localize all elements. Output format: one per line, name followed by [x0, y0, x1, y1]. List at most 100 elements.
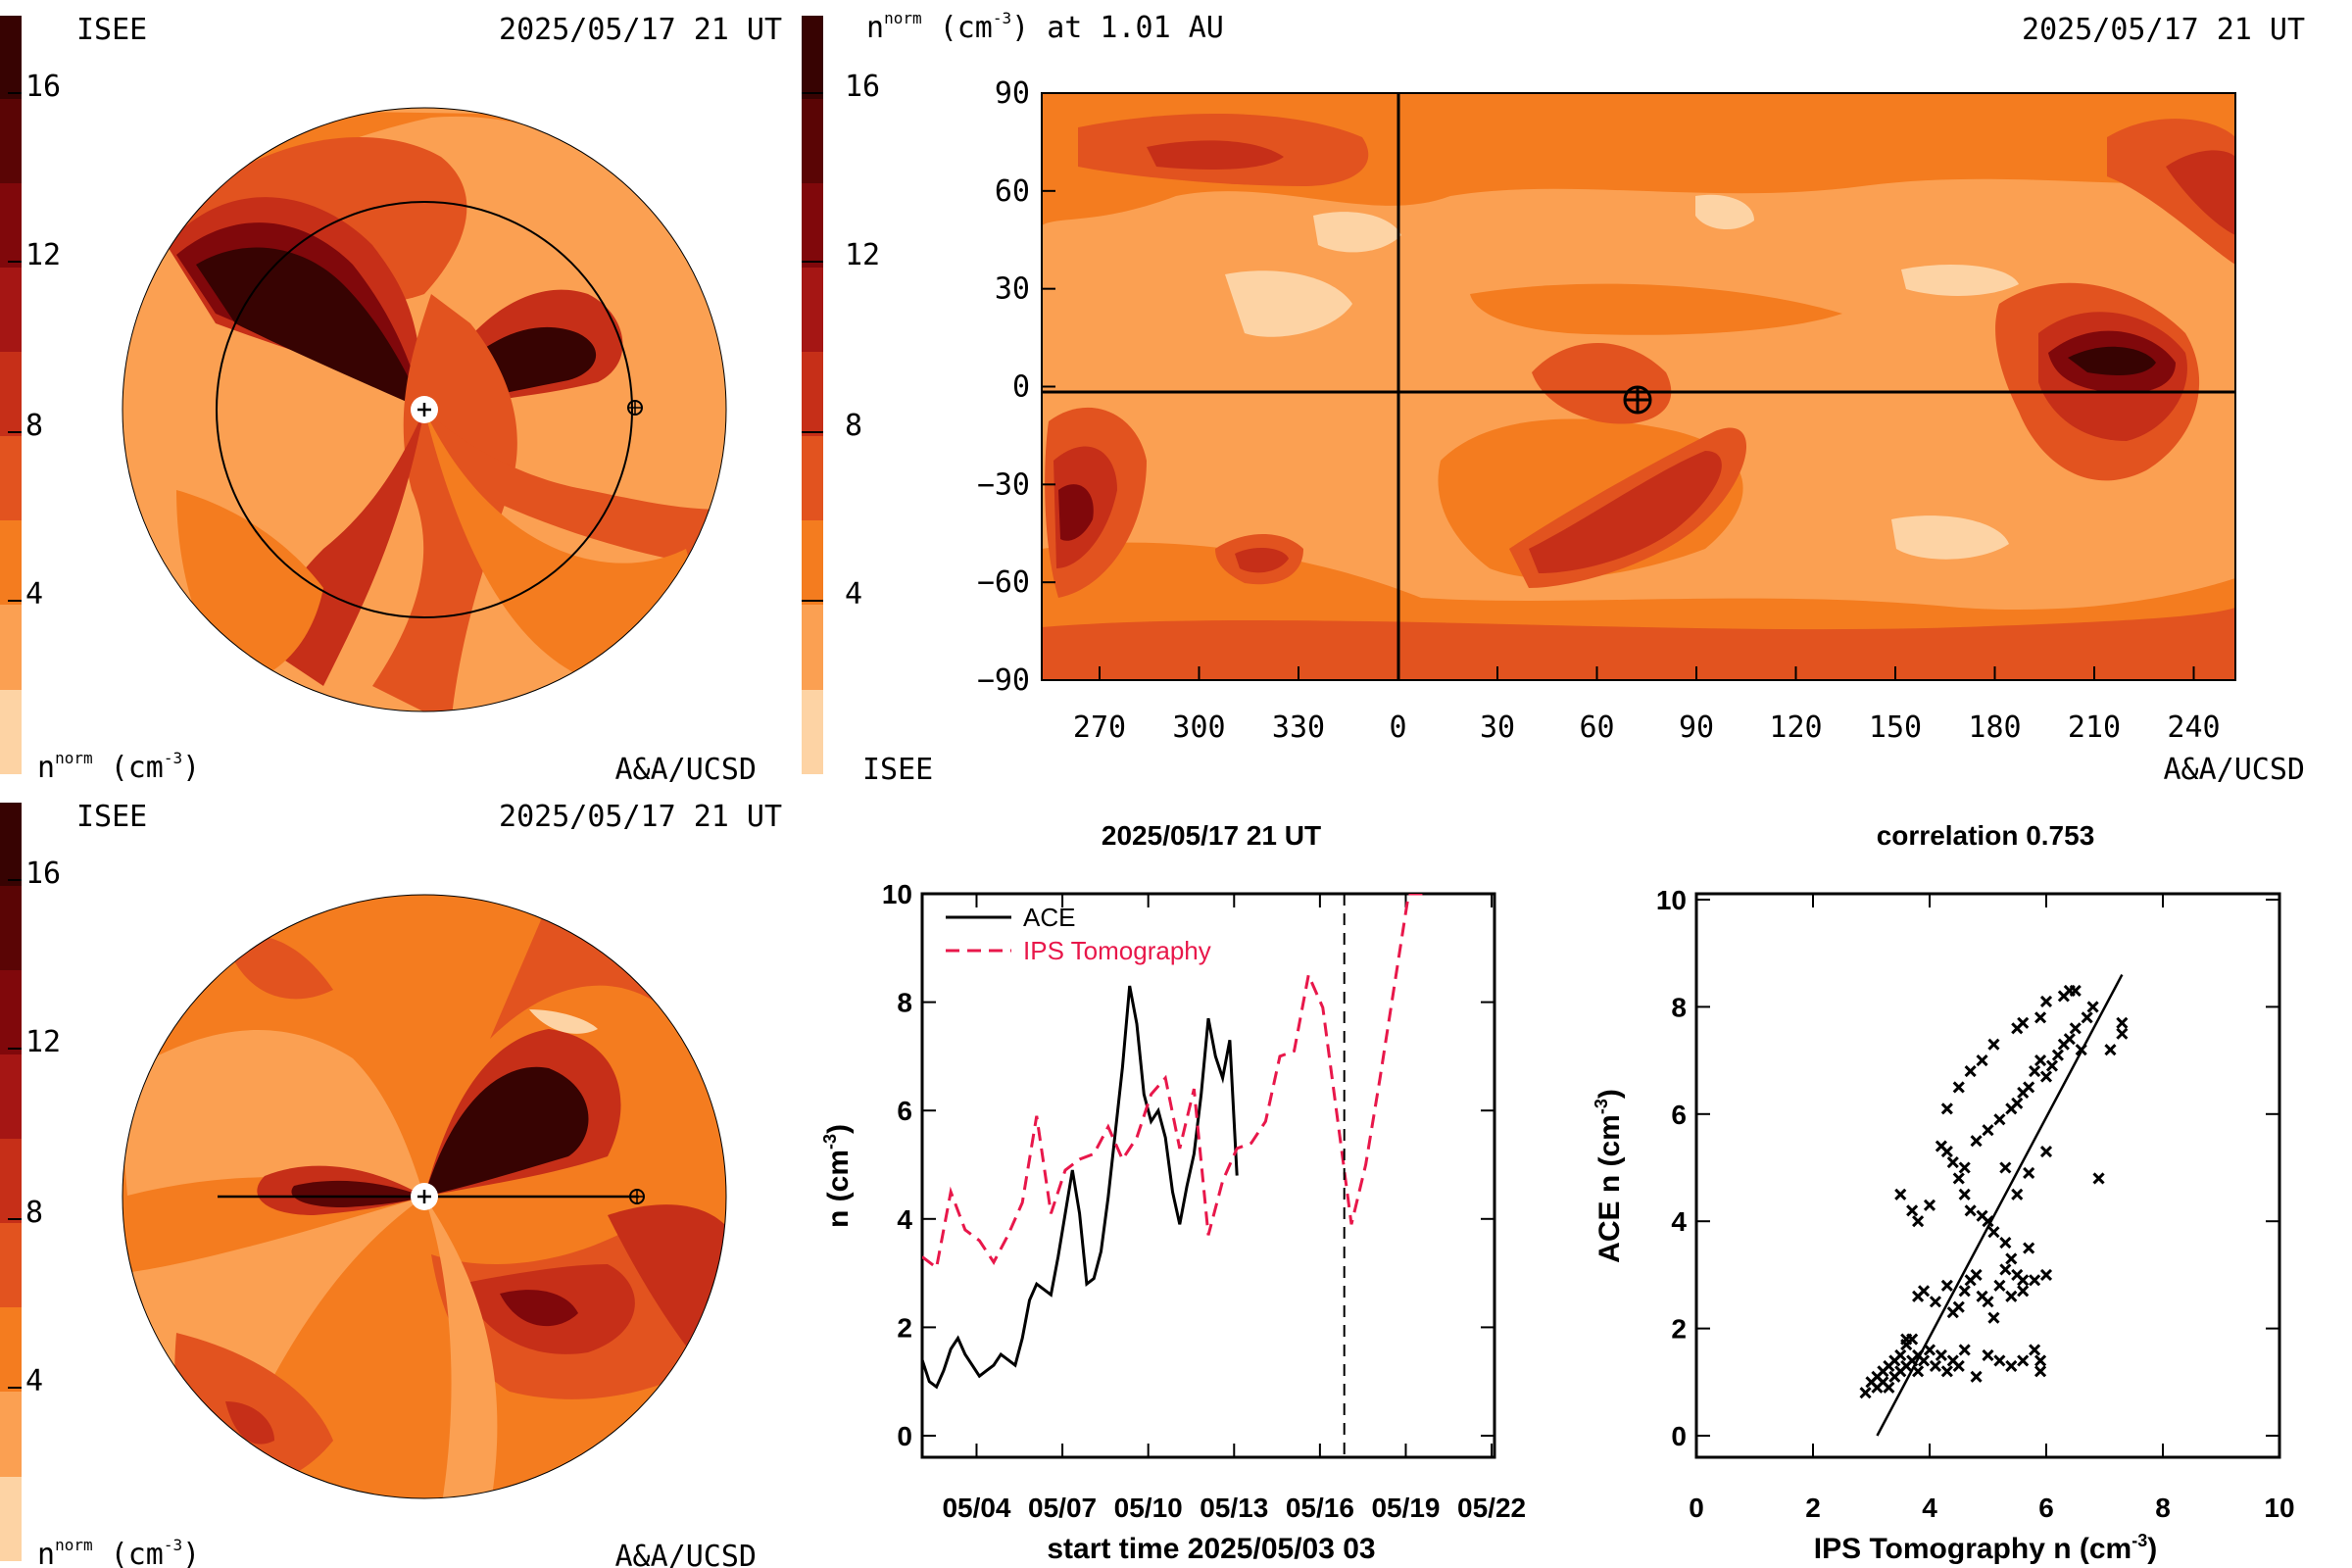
- scatter-point: [1859, 1387, 1872, 1399]
- source-label: ISEE: [76, 800, 147, 834]
- chart-title: correlation 0.753: [1877, 820, 2095, 851]
- map-title: nnorm (cm-3) at 1.01 AU: [866, 9, 1224, 45]
- y-tick-label: 0: [897, 1421, 912, 1451]
- x-tick-label: 05/04: [942, 1493, 1010, 1523]
- x-tick-label: 05/07: [1028, 1493, 1097, 1523]
- colorbar-tick-8: 8: [845, 409, 862, 443]
- scatter-point: [1993, 1354, 2006, 1367]
- scatter-point: [1923, 1199, 1936, 1211]
- scatter-point: [2039, 1268, 2053, 1281]
- units-label: nnorm (cm-3): [37, 1536, 200, 1568]
- scatter-point: [1999, 1237, 2012, 1250]
- scatter-point: [2086, 1001, 2099, 1013]
- scatter-point: [1900, 1333, 1913, 1346]
- lon-tick-label: 60: [1579, 710, 1614, 745]
- legend: ACE IPS Tomography: [946, 903, 1211, 965]
- units-label: nnorm (cm-3): [37, 749, 200, 785]
- lat-tick-label: −60: [977, 565, 1030, 600]
- scatter-point: [2069, 1022, 2082, 1035]
- sun-cross-icon: [417, 403, 431, 416]
- x-tick-label: 10: [2264, 1493, 2294, 1523]
- scatter-point: [1958, 1285, 1971, 1298]
- colorbar-tick-16: 16: [25, 857, 61, 891]
- scatter-point: [2029, 1344, 2041, 1356]
- disk-outline: [122, 894, 727, 1499]
- lon-tick-label: 300: [1172, 710, 1225, 745]
- scatter-point: [2057, 990, 2070, 1003]
- lat-tick-label: −90: [977, 663, 1030, 698]
- colorbar-tick-8: 8: [25, 409, 43, 443]
- credit-label: A&A/UCSD: [615, 753, 758, 787]
- lon-tick-label: 270: [1073, 710, 1126, 745]
- plot-frame: [1694, 892, 2281, 1459]
- panel-top-left: 4 8 12 16 ISEE 2025/05/17 21 UT: [0, 13, 782, 787]
- x-tick-label: 05/22: [1457, 1493, 1526, 1523]
- y-tick-label: 2: [1671, 1314, 1687, 1345]
- y-tick-label: 8: [897, 988, 912, 1018]
- scatter-point: [2063, 1033, 2076, 1046]
- y-tick-label: 0: [1671, 1421, 1687, 1451]
- scatter-point: [1952, 1081, 1965, 1094]
- scatter-point: [1946, 1155, 1959, 1169]
- lon-tick-label: 150: [1869, 710, 1922, 745]
- x-tick-label: 05/13: [1200, 1493, 1268, 1523]
- colorbar-tick-4: 4: [845, 577, 862, 612]
- scatter-point: [1940, 1365, 1953, 1378]
- scatter-point: [2029, 1274, 2041, 1287]
- y-axis-label: ACE n (cm-3): [1592, 1089, 1626, 1263]
- scatter-point: [2011, 1097, 2024, 1109]
- scatter-point: [2039, 995, 2053, 1007]
- line-marks: [922, 894, 1423, 1390]
- x-tick-label: 05/19: [1371, 1493, 1440, 1523]
- scatter-point: [1952, 1300, 1965, 1313]
- lon-tick-label: 240: [2167, 710, 2220, 745]
- colorbar-bottom-left: 4 8 12 16: [0, 803, 61, 1561]
- y-tick-label: 4: [1671, 1206, 1687, 1237]
- scatter-point: [1929, 1359, 1942, 1372]
- chart-title: 2025/05/17 21 UT: [1102, 820, 1321, 851]
- scatter-point: [2116, 1016, 2129, 1029]
- scatter-point: [2075, 1044, 2087, 1056]
- source-label: ISEE: [862, 753, 933, 787]
- map-lat-axis: 90 60 30 0 −30 −60 −90: [977, 76, 1055, 698]
- colorbar-map: 4 8 12 16: [802, 16, 880, 774]
- lat-tick-label: 0: [1012, 370, 1030, 405]
- scatter-point: [1935, 1348, 1947, 1362]
- scatter-point: [1912, 1365, 1925, 1378]
- scatter-point: [1917, 1285, 1931, 1298]
- y-tick-label: 2: [897, 1312, 912, 1343]
- scatter-point: [2011, 1188, 2024, 1200]
- scatter-point: [1982, 1296, 1994, 1308]
- scatter-point: [1958, 1161, 1971, 1174]
- lon-tick-label: 180: [1968, 710, 2021, 745]
- scatter-point: [1987, 1226, 2000, 1239]
- timestamp: 2025/05/17 21 UT: [499, 13, 782, 47]
- scatter-point: [2005, 1252, 2018, 1265]
- y-tick-label: 6: [1671, 1100, 1687, 1130]
- scatter-point: [1940, 1279, 1953, 1292]
- earth-cross-icon: [628, 401, 642, 415]
- colorbar-tick-8: 8: [25, 1196, 43, 1230]
- scatter-point: [1929, 1296, 1942, 1308]
- scatter-point: [2034, 1365, 2047, 1378]
- lon-tick-label: 90: [1679, 710, 1714, 745]
- scatter-point: [1883, 1381, 1895, 1394]
- timestamp: 2025/05/17 21 UT: [499, 800, 782, 834]
- timestamp: 2025/05/17 21 UT: [2022, 13, 2305, 47]
- scatter-point: [1964, 1064, 1977, 1078]
- y-tick-label: 10: [882, 879, 912, 909]
- colorbar-tick-12: 12: [25, 238, 61, 272]
- y-tick-label: 8: [1671, 992, 1687, 1022]
- scatter-point: [1982, 1348, 1994, 1362]
- scatter-point: [2017, 1274, 2030, 1287]
- x-tick-label: 0: [1689, 1493, 1704, 1523]
- lon-tick-label: 0: [1389, 710, 1406, 745]
- scatter-point: [2116, 1027, 2129, 1040]
- earth-orbit-circle: [216, 201, 633, 618]
- scatter-point: [1970, 1135, 1983, 1148]
- scatter-point: [1894, 1348, 1907, 1362]
- lat-tick-label: 90: [995, 76, 1030, 111]
- scatter-point: [2005, 1359, 2018, 1372]
